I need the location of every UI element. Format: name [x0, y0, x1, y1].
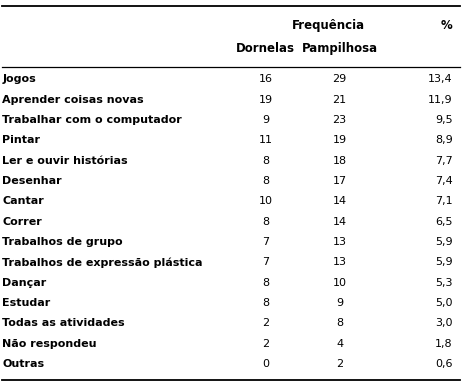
- Text: 21: 21: [333, 95, 346, 105]
- Text: Ler e ouvir histórias: Ler e ouvir histórias: [2, 156, 128, 166]
- Text: 2: 2: [262, 318, 269, 328]
- Text: 8: 8: [262, 278, 269, 288]
- Text: 14: 14: [333, 196, 346, 206]
- Text: 8: 8: [262, 217, 269, 227]
- Text: 7: 7: [262, 237, 269, 247]
- Text: 2: 2: [262, 339, 269, 349]
- Text: 10: 10: [333, 278, 346, 288]
- Text: Trabalhar com o computador: Trabalhar com o computador: [2, 115, 182, 125]
- Text: %: %: [441, 19, 453, 32]
- Text: Frequência: Frequência: [292, 19, 365, 32]
- Text: 23: 23: [333, 115, 346, 125]
- Text: 2: 2: [336, 359, 343, 369]
- Text: 10: 10: [259, 196, 273, 206]
- Text: 9,5: 9,5: [435, 115, 453, 125]
- Text: 7,1: 7,1: [435, 196, 453, 206]
- Text: 13,4: 13,4: [428, 74, 453, 84]
- Text: 8,9: 8,9: [435, 135, 453, 145]
- Text: 19: 19: [333, 135, 346, 145]
- Text: Todas as atividades: Todas as atividades: [2, 318, 125, 328]
- Text: 0: 0: [262, 359, 269, 369]
- Text: 11,9: 11,9: [428, 95, 453, 105]
- Text: Desenhar: Desenhar: [2, 176, 62, 186]
- Text: Trabalhos de grupo: Trabalhos de grupo: [2, 237, 123, 247]
- Text: 7,4: 7,4: [435, 176, 453, 186]
- Text: 17: 17: [333, 176, 346, 186]
- Text: 0,6: 0,6: [435, 359, 453, 369]
- Text: Aprender coisas novas: Aprender coisas novas: [2, 95, 144, 105]
- Text: 7,7: 7,7: [435, 156, 453, 166]
- Text: 8: 8: [262, 176, 269, 186]
- Text: 9: 9: [336, 298, 343, 308]
- Text: 13: 13: [333, 237, 346, 247]
- Text: 8: 8: [336, 318, 343, 328]
- Text: 29: 29: [333, 74, 346, 84]
- Text: Pintar: Pintar: [2, 135, 40, 145]
- Text: Trabalhos de expressão plástica: Trabalhos de expressão plástica: [2, 257, 203, 267]
- Text: Dançar: Dançar: [2, 278, 47, 288]
- Text: 5,3: 5,3: [435, 278, 453, 288]
- Text: 1,8: 1,8: [435, 339, 453, 349]
- Text: 5,9: 5,9: [435, 257, 453, 267]
- Text: Não respondeu: Não respondeu: [2, 339, 97, 349]
- Text: Estudar: Estudar: [2, 298, 50, 308]
- Text: 14: 14: [333, 217, 346, 227]
- Text: Outras: Outras: [2, 359, 44, 369]
- Text: 5,9: 5,9: [435, 237, 453, 247]
- Text: Pampilhosa: Pampilhosa: [302, 42, 377, 56]
- Text: 8: 8: [262, 298, 269, 308]
- Text: Cantar: Cantar: [2, 196, 44, 206]
- Text: 19: 19: [259, 95, 273, 105]
- Text: 9: 9: [262, 115, 269, 125]
- Text: Dornelas: Dornelas: [236, 42, 295, 56]
- Text: 4: 4: [336, 339, 343, 349]
- Text: 11: 11: [259, 135, 273, 145]
- Text: 5,0: 5,0: [435, 298, 453, 308]
- Text: 16: 16: [259, 74, 273, 84]
- Text: 7: 7: [262, 257, 269, 267]
- Text: 18: 18: [333, 156, 346, 166]
- Text: 13: 13: [333, 257, 346, 267]
- Text: Jogos: Jogos: [2, 74, 36, 84]
- Text: 6,5: 6,5: [435, 217, 453, 227]
- Text: Correr: Correr: [2, 217, 42, 227]
- Text: 8: 8: [262, 156, 269, 166]
- Text: 3,0: 3,0: [435, 318, 453, 328]
